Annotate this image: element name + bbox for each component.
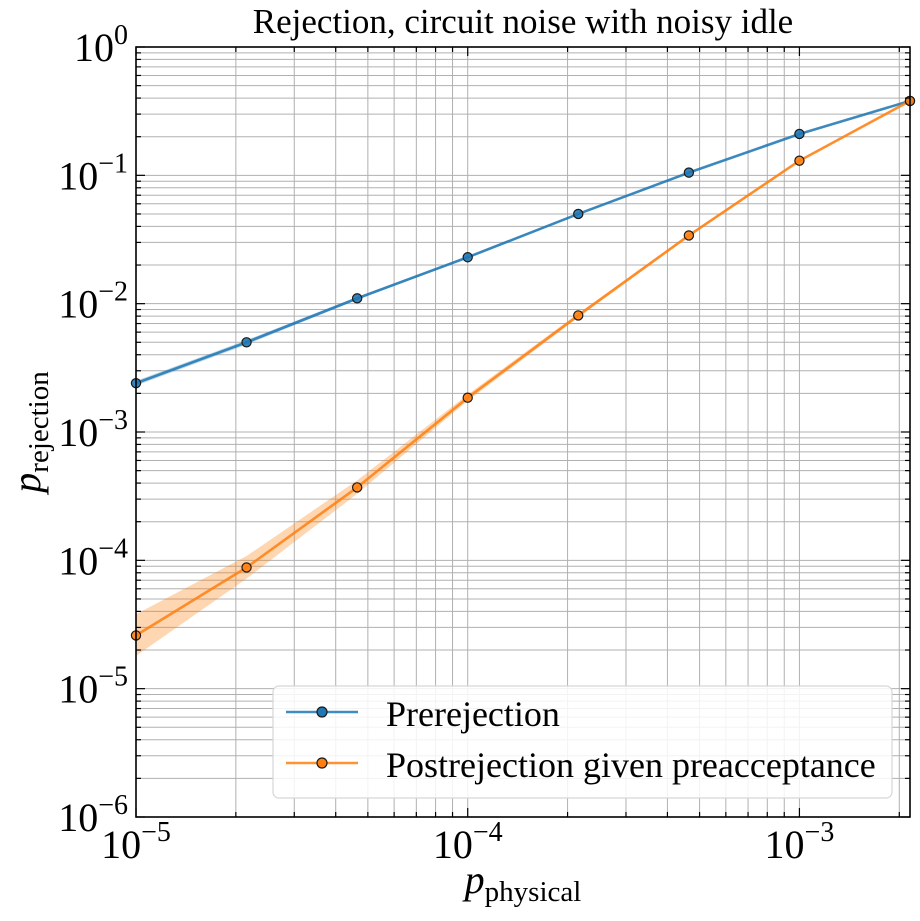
y-tick-label-exponent: 0: [114, 20, 128, 51]
x-axis-label: pphysical: [462, 857, 582, 908]
x-tick-label: 10−5: [101, 817, 171, 867]
data-point-postrejection: [351, 482, 363, 493]
data-point-postrejection: [241, 562, 252, 573]
series-line-postrejection: [135, 99, 911, 637]
y-tick-label: 10−6: [58, 790, 128, 840]
data-point-postrejection: [462, 392, 473, 403]
y-tick-label-exponent: −6: [98, 790, 128, 821]
x-tick-label: 10−3: [765, 817, 835, 867]
y-tick-label-exponent: −2: [98, 277, 128, 308]
y-tick-label: 10−1: [58, 148, 128, 198]
x-tick-label-base: 10: [101, 822, 141, 867]
legend-marker-postrejection: [316, 757, 328, 769]
legend-marker-prerejection: [316, 706, 328, 718]
x-tick-label-base: 10: [433, 822, 473, 867]
series-lines: [135, 99, 911, 637]
x-tick-label-exponent: −4: [473, 817, 503, 848]
y-tick-label: 10−4: [58, 533, 128, 583]
y-tick-label: 10−2: [58, 277, 128, 327]
data-point-postrejection: [573, 310, 584, 321]
y-tick-label-exponent: −4: [98, 533, 128, 564]
data-point-prerejection: [351, 293, 363, 304]
band-postrejection: [136, 100, 910, 656]
x-tick-label-exponent: −5: [141, 817, 171, 848]
y-tick-label-exponent: −3: [98, 405, 128, 436]
chart-title: Rejection, circuit noise with noisy idle: [253, 2, 793, 41]
y-tick-label-base: 10: [58, 667, 98, 712]
data-point-prerejection: [462, 252, 473, 263]
y-tick-label-base: 10: [58, 153, 98, 198]
y-axis-label-subscript: rejection: [23, 371, 55, 473]
x-axis-label-base: p: [462, 857, 485, 902]
y-tick-label: 100: [74, 20, 128, 70]
legend-label-prerejection: Prerejection: [386, 694, 560, 734]
legend-box: [272, 685, 893, 799]
legend: Prerejection Postrejection given preacce…: [272, 685, 893, 799]
y-tick-label-base: 10: [74, 25, 114, 70]
y-tick-label-base: 10: [58, 795, 98, 840]
tick-marks: [135, 46, 910, 818]
series-line-prerejection: [135, 99, 911, 385]
y-tick-label-base: 10: [58, 282, 98, 327]
data-points: [130, 95, 916, 641]
y-axis-label-base: p: [4, 473, 49, 496]
y-axis-label: prejection: [4, 371, 55, 496]
x-tick-label-exponent: −3: [805, 817, 835, 848]
y-tick-label-base: 10: [58, 410, 98, 455]
y-tick-label-exponent: −5: [98, 662, 128, 693]
x-axis-label-subscript: physical: [485, 876, 582, 908]
data-point-postrejection: [683, 230, 695, 241]
legend-label-postrejection: Postrejection given preacceptance: [386, 745, 876, 785]
data-point-postrejection: [794, 155, 805, 166]
y-tick-label-base: 10: [58, 538, 98, 583]
y-tick-label-exponent: −1: [98, 148, 128, 179]
plot-area-frame: [135, 46, 911, 818]
data-point-prerejection: [241, 337, 252, 348]
y-tick-label: 10−5: [58, 662, 128, 712]
data-point-prerejection: [573, 208, 584, 220]
x-tick-label: 10−4: [433, 817, 503, 867]
y-tick-label: 10−3: [58, 405, 128, 455]
data-point-prerejection: [794, 128, 805, 140]
confidence-bands: [136, 100, 910, 656]
data-point-prerejection: [683, 167, 695, 178]
x-tick-label-base: 10: [765, 822, 805, 867]
